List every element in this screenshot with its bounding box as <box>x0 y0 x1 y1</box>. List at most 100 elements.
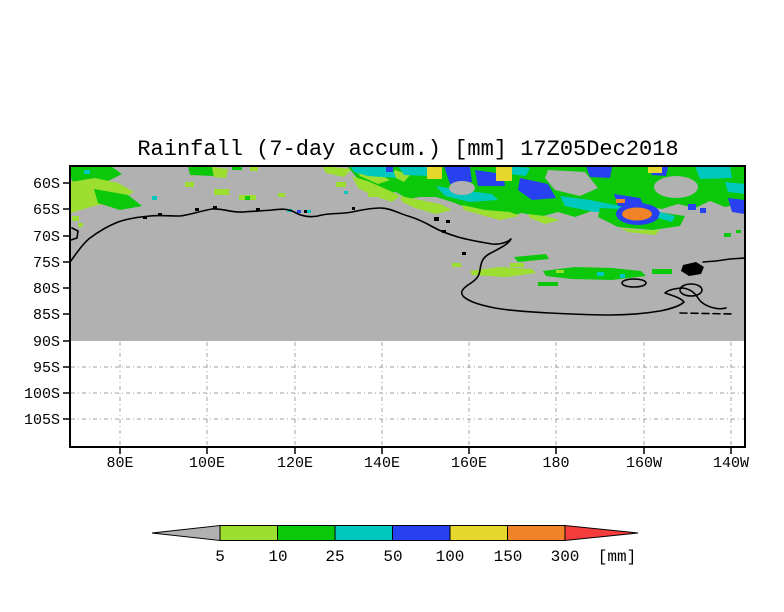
rain-streak <box>514 254 549 262</box>
lon-tick-label: 160W <box>626 455 662 472</box>
rain-patch <box>344 191 348 194</box>
lon-tick-label: 100E <box>189 455 225 472</box>
heavy-rain-cell <box>622 207 652 221</box>
lon-axis: 80E 100E 120E 140E 160E 180 160W 140W <box>106 447 749 472</box>
rain-patch <box>350 167 396 178</box>
rain-patch <box>185 182 194 187</box>
rain-patch <box>444 167 472 184</box>
rain-patch <box>214 189 229 195</box>
map-area <box>69 165 746 448</box>
rain-patch <box>586 167 612 178</box>
lat-tick-label: 65S <box>33 202 60 219</box>
colorbar-level-label: 25 <box>325 548 344 566</box>
dry-hole <box>545 170 598 196</box>
lat-tick-label: 90S <box>33 334 60 351</box>
lon-tick-marks <box>119 447 732 454</box>
rain-patch <box>620 228 660 235</box>
rain-patch <box>560 196 625 212</box>
rain-streak <box>538 282 558 286</box>
rain-patch <box>427 167 442 179</box>
rain-patch <box>728 198 744 214</box>
rain-patch <box>386 167 393 172</box>
rain-patch <box>597 272 604 276</box>
lat-tick-label: 95S <box>33 360 60 377</box>
lat-tick-label: 85S <box>33 307 60 324</box>
rain-patch <box>496 167 512 181</box>
colorbar-level-label: 5 <box>215 548 225 566</box>
rain-patch <box>250 167 258 171</box>
rain-patch <box>72 216 79 221</box>
lon-tick-label: 160E <box>451 455 487 472</box>
plot-title: Rainfall (7-day accum.) [mm] 17Z05Dec201… <box>137 137 678 162</box>
rain-patch <box>336 182 346 187</box>
colorbar-right-arrow <box>564 524 639 542</box>
rain-patch <box>700 208 706 213</box>
lat-axis: 60S 65S 70S 75S 80S 85S 90S 95S 100S 105… <box>24 176 70 429</box>
rock-outcrops <box>143 206 466 255</box>
rain-patch <box>84 170 90 174</box>
colorbar: 5 10 25 50 100 150 300 [mm] <box>151 524 639 566</box>
rain-patch <box>688 204 696 210</box>
lat-tick-label: 105S <box>24 412 60 429</box>
lat-tick-label: 70S <box>33 229 60 246</box>
rain-patch <box>724 233 731 237</box>
colorbar-segment <box>277 525 336 541</box>
rain-patch <box>352 176 400 202</box>
graticule <box>71 342 744 446</box>
rain-patch <box>392 170 410 182</box>
coastline <box>71 206 744 316</box>
plot-frame <box>69 165 746 448</box>
rain-patch <box>297 210 301 213</box>
rain-patch <box>736 230 741 233</box>
colorbar-left-arrow <box>151 524 221 542</box>
rain-patch <box>528 214 560 224</box>
rain-patch <box>71 167 122 184</box>
colorbar-level-label: 100 <box>436 548 465 566</box>
lat-tick-marks <box>63 182 70 420</box>
rain-patch <box>152 196 157 200</box>
rain-patch <box>398 167 432 176</box>
colorbar-level-label: 10 <box>268 548 287 566</box>
rain-patch <box>232 167 242 170</box>
rain-patch <box>278 193 285 197</box>
rain-patch <box>188 167 214 176</box>
lat-tick-label: 75S <box>33 255 60 272</box>
rain-patch <box>658 212 675 222</box>
coast-island-loop <box>679 283 703 297</box>
rain-patch <box>94 189 142 210</box>
rain-patch <box>648 167 662 173</box>
lon-tick-label: 140W <box>713 455 749 472</box>
antarctic-coast <box>71 207 727 316</box>
rain-patch <box>212 167 228 178</box>
colorbar-segment <box>507 525 566 541</box>
rain-streak <box>652 269 672 274</box>
rain-streak <box>470 267 536 277</box>
rain-patch <box>322 167 352 177</box>
rain-patch <box>306 210 311 213</box>
rain-patch <box>508 167 530 176</box>
colorbar-level-label: 50 <box>383 548 402 566</box>
coast-segment <box>702 257 744 263</box>
lat-tick-label: 80S <box>33 281 60 298</box>
ice-shelf-edge <box>679 312 734 315</box>
rainfall-shading <box>71 167 744 286</box>
lon-tick-label: 140E <box>364 455 400 472</box>
rain-patch <box>510 263 524 267</box>
colorbar-level-label: 150 <box>494 548 523 566</box>
rain-patch <box>556 270 564 273</box>
colorbar-segment <box>449 525 508 541</box>
rain-patch <box>695 167 732 179</box>
coast-island-oval <box>621 278 647 288</box>
rain-patch <box>620 274 625 278</box>
dry-hole <box>449 181 475 195</box>
coast-bump <box>71 227 79 241</box>
colorbar-segment <box>392 525 451 541</box>
rain-patch <box>616 199 625 203</box>
rain-patch <box>725 182 744 194</box>
colorbar-segment <box>334 525 393 541</box>
colorbar-units-label: [mm] <box>598 548 636 566</box>
rain-patch <box>462 205 520 220</box>
lon-tick-label: 180 <box>542 455 569 472</box>
